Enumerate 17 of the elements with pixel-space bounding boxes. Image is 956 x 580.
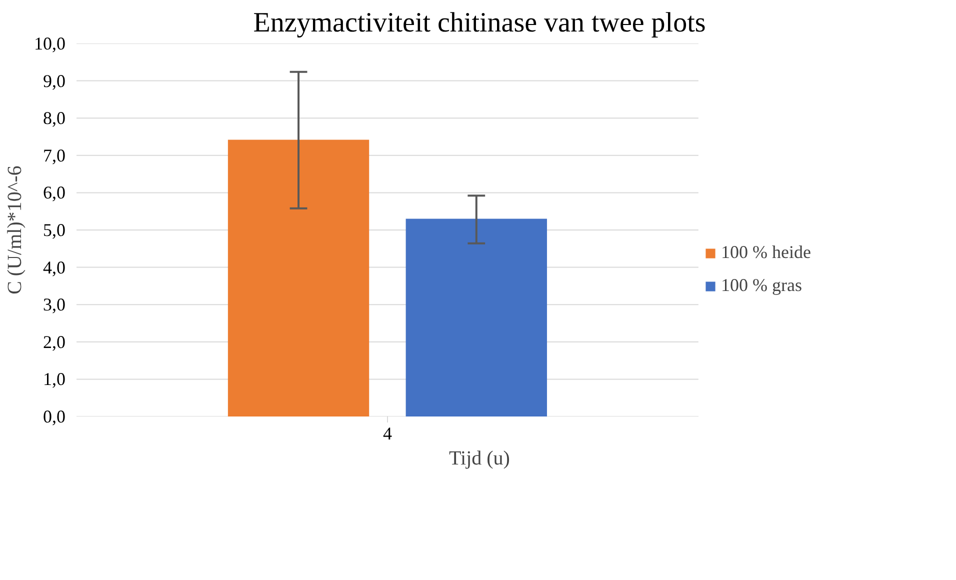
y-tick-label: 2,0 bbox=[43, 332, 66, 352]
legend-label: 100 % gras bbox=[721, 275, 802, 296]
chart-title: Enzymactiviteit chitinase van twee plots bbox=[253, 8, 706, 38]
y-tick-label: 1,0 bbox=[43, 369, 66, 390]
y-tick-label: 7,0 bbox=[43, 145, 66, 166]
y-axis-title: C (U/ml)*10^-6 bbox=[4, 166, 26, 294]
x-axis-title: Tijd (u) bbox=[449, 448, 510, 470]
x-tick-label: 4 bbox=[382, 424, 392, 444]
y-tick-label: 10,0 bbox=[34, 34, 66, 54]
y-tick-label: 6,0 bbox=[43, 182, 66, 203]
y-tick-label: 8,0 bbox=[43, 108, 66, 128]
legend-label: 100 % heide bbox=[721, 242, 811, 263]
y-tick-label: 3,0 bbox=[43, 294, 66, 315]
y-tick-label: 5,0 bbox=[43, 220, 66, 240]
y-tick-label: 9,0 bbox=[43, 70, 66, 91]
y-tick-label: 4,0 bbox=[43, 257, 66, 278]
y-tick-label: 0,0 bbox=[43, 406, 66, 426]
